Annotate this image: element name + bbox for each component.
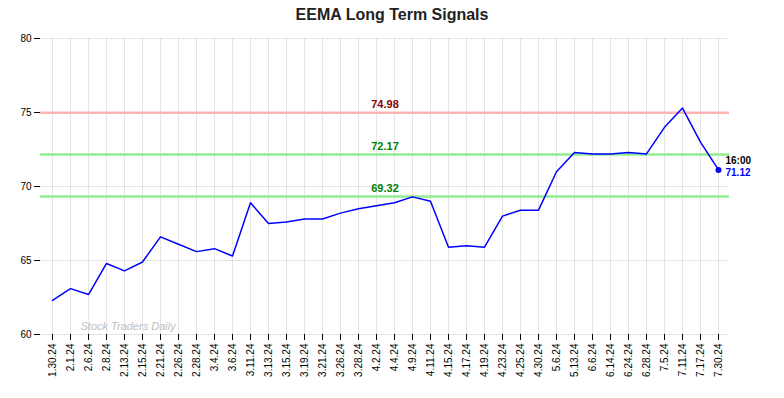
svg-text:2.6.24: 2.6.24 [83,343,94,371]
svg-text:2.15.24: 2.15.24 [137,343,148,377]
svg-text:2.8.24: 2.8.24 [101,343,112,371]
svg-text:2.21.24: 2.21.24 [155,343,166,377]
svg-text:Stock Traders Daily: Stock Traders Daily [81,320,178,332]
svg-text:4.23.24: 4.23.24 [497,343,508,377]
svg-text:6.24.24: 6.24.24 [623,343,634,377]
html-text:EEMA Long Term Signals: EEMA Long Term Signals [295,6,489,23]
svg-text:3.6.24: 3.6.24 [227,343,238,371]
svg-text:3.19.24: 3.19.24 [299,343,310,377]
svg-text:3.26.24: 3.26.24 [335,343,346,377]
svg-text:4.9.24: 4.9.24 [407,343,418,371]
svg-text:3.28.24: 3.28.24 [353,343,364,377]
svg-text:7.11.24: 7.11.24 [677,343,688,376]
svg-text:60: 60 [20,329,32,340]
svg-text:5.6.24: 5.6.24 [551,343,562,371]
svg-text:1.30.24: 1.30.24 [47,343,58,377]
svg-text:6.14.24: 6.14.24 [605,343,616,377]
svg-text:3.15.24: 3.15.24 [281,343,292,377]
svg-text:75: 75 [20,107,32,118]
svg-text:7.5.24: 7.5.24 [659,343,670,371]
svg-text:80: 80 [20,33,32,44]
svg-text:3.21.24: 3.21.24 [317,343,328,377]
svg-text:5.13.24: 5.13.24 [569,343,580,377]
svg-text:2.26.24: 2.26.24 [173,343,184,377]
svg-text:4.4.24: 4.4.24 [389,343,400,371]
svg-text:72.17: 72.17 [371,140,399,152]
svg-text:4.2.24: 4.2.24 [371,343,382,371]
svg-text:4.25.24: 4.25.24 [515,343,526,377]
svg-text:4.11.24: 4.11.24 [425,343,436,376]
svg-text:4.17.24: 4.17.24 [461,343,472,377]
svg-text:4.30.24: 4.30.24 [533,343,544,377]
svg-text:4.15.24: 4.15.24 [443,343,454,377]
svg-text:2.13.24: 2.13.24 [119,343,130,377]
svg-text:65: 65 [20,255,32,266]
svg-text:71.12: 71.12 [726,167,751,178]
svg-text:7.17.24: 7.17.24 [695,343,706,377]
svg-text:3.4.24: 3.4.24 [209,343,220,371]
svg-text:6.28.24: 6.28.24 [641,343,652,377]
svg-text:16:00: 16:00 [726,155,752,166]
svg-text:4.19.24: 4.19.24 [479,343,490,377]
svg-text:74.98: 74.98 [371,98,399,110]
svg-text:3.13.24: 3.13.24 [263,343,274,377]
svg-text:70: 70 [20,181,32,192]
svg-text:2.1.24: 2.1.24 [65,343,76,371]
svg-text:69.32: 69.32 [371,182,399,194]
svg-text:7.30.24: 7.30.24 [713,343,724,377]
svg-text:6.6.24: 6.6.24 [587,343,598,371]
svg-text:3.11.24: 3.11.24 [245,343,256,376]
svg-text:2.28.24: 2.28.24 [191,343,202,377]
